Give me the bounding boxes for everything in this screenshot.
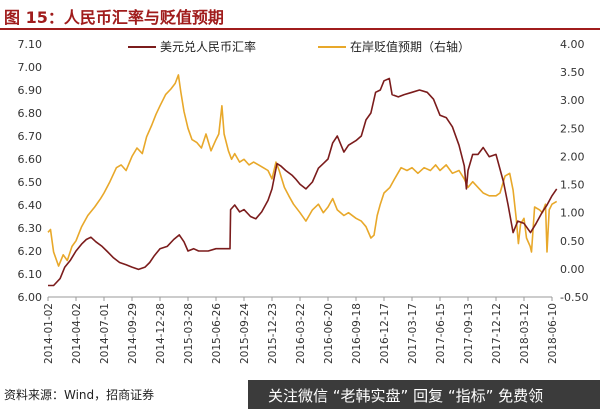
y-left-tick-label: 6.00 <box>18 291 43 304</box>
y-right-tick-label: 1.50 <box>560 179 585 192</box>
y-right-tick-label: 3.00 <box>560 94 585 107</box>
x-tick-label: 2014-04-02 <box>71 303 83 364</box>
y-left-tick-label: 6.10 <box>18 268 43 281</box>
y-right-tick-label: 1.00 <box>560 207 585 220</box>
y-left-tick-label: 7.10 <box>18 38 43 51</box>
x-tick-label: 2016-03-22 <box>295 303 307 364</box>
y-left-tick-label: 6.90 <box>18 84 43 97</box>
y-left-tick-label: 6.60 <box>18 153 43 166</box>
legend-label-usdcny: 美元兑人民币汇率 <box>160 39 256 54</box>
watermark-banner <box>248 380 600 409</box>
x-tick-label: 2015-06-26 <box>211 303 223 364</box>
y-left-tick-label: 6.80 <box>18 107 43 120</box>
figure-title-bar: 图 15：人民币汇率与贬值预期 <box>0 0 600 30</box>
legend-label-expectation: 在岸贬值预期（右轴） <box>350 39 470 54</box>
title-underline <box>0 28 600 30</box>
x-tick-label: 2017-09-13 <box>463 303 475 364</box>
y-right-tick-label: 3.50 <box>560 66 585 79</box>
x-tick-label: 2018-06-10 <box>547 303 559 364</box>
y-right-tick-label: 4.00 <box>560 38 585 51</box>
x-tick-label: 2014-12-28 <box>155 303 167 364</box>
x-tick-label: 2014-01-02 <box>43 303 55 364</box>
y-right-tick-label: -0.50 <box>560 291 588 304</box>
x-tick-label: 2016-06-20 <box>323 303 335 364</box>
y-left-tick-label: 6.40 <box>18 199 43 212</box>
y-right-tick-label: 0.00 <box>560 263 585 276</box>
y-left-tick-label: 6.30 <box>18 222 43 235</box>
series-line-expectation <box>47 74 558 267</box>
x-tick-label: 2016-09-18 <box>351 303 363 364</box>
y-left-tick-label: 6.20 <box>18 245 43 258</box>
x-tick-label: 2016-12-17 <box>379 303 391 364</box>
x-tick-label: 2014-07-01 <box>99 303 111 364</box>
source-note: 资料来源：Wind，招商证券 <box>4 388 155 402</box>
x-tick-label: 2015-12-23 <box>267 303 279 364</box>
watermark-text: 关注微信 “老韩实盘” 回复 “指标” 免费领 <box>268 387 544 405</box>
x-tick-label: 2017-12-12 <box>491 303 503 364</box>
y-left-tick-label: 7.00 <box>18 61 43 74</box>
x-tick-label: 2017-06-15 <box>435 303 447 364</box>
y-right-tick-label: 2.00 <box>560 150 585 163</box>
y-left-tick-label: 6.70 <box>18 130 43 143</box>
y-right-tick-label: 2.50 <box>560 122 585 135</box>
x-tick-label: 2018-03-12 <box>519 303 531 364</box>
figure-title: 图 15：人民币汇率与贬值预期 <box>4 8 224 27</box>
x-tick-label: 2017-03-17 <box>407 303 419 364</box>
x-tick-label: 2014-09-29 <box>127 303 139 364</box>
x-tick-label: 2015-03-28 <box>183 303 195 364</box>
exchange-rate-chart: 6.00 6.10 6.20 6.30 6.40 6.50 6.60 6.70 6.80 6.90… <box>18 38 589 364</box>
y-right-tick-label: 0.50 <box>560 235 585 248</box>
series-line-usdcny <box>48 77 558 287</box>
x-tick-label: 2015-09-24 <box>239 303 251 364</box>
y-left-tick-label: 6.50 <box>18 176 43 189</box>
